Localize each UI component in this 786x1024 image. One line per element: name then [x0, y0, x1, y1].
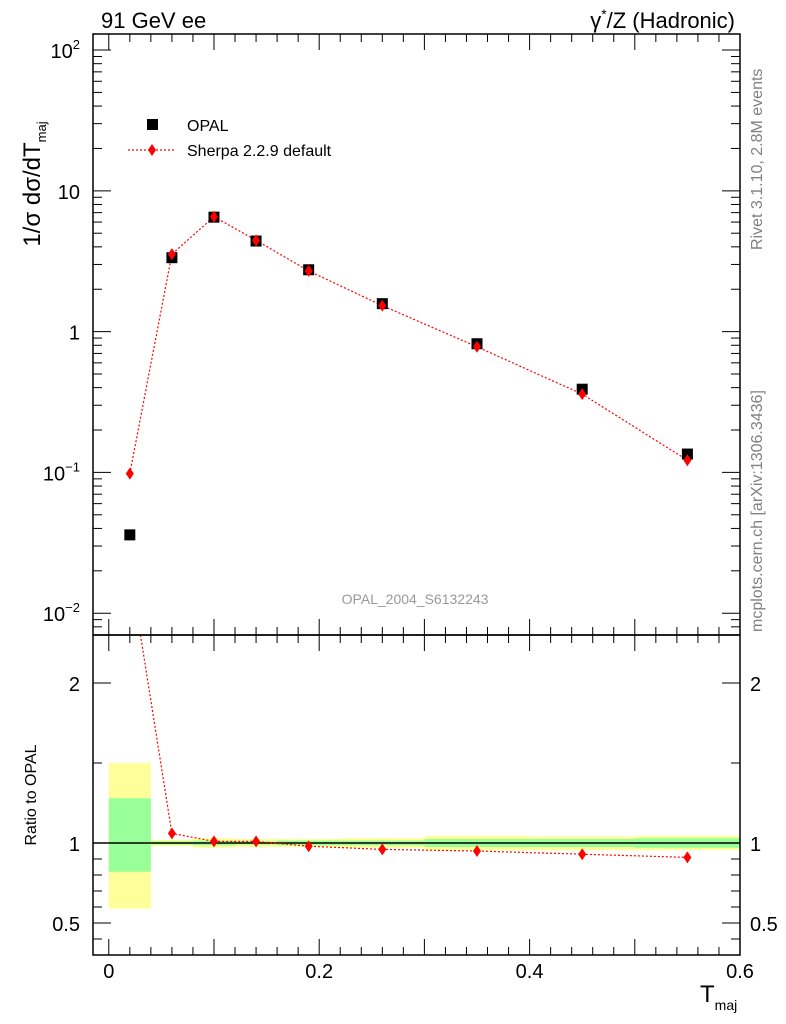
main-y-tick-label: 10−1 — [43, 459, 80, 485]
ratio-sherpa-line — [139, 635, 688, 858]
ratio-sherpa-point — [378, 843, 387, 856]
main-y-tick-label: 10 — [58, 182, 80, 204]
legend-marker-opal — [147, 119, 158, 130]
rivet-version-label: Rivet 3.1.10, 2.8M events — [749, 69, 766, 250]
legend-label-sherpa: Sherpa 2.2.9 default — [187, 143, 332, 160]
analysis-label: OPAL_2004_S6132243 — [342, 591, 489, 607]
ratio-y-tick-label: 2 — [69, 674, 80, 696]
x-tick-label: 0.6 — [726, 961, 754, 983]
opal-point — [124, 529, 136, 541]
sherpa-line — [129, 215, 688, 474]
ratio-sherpa-point — [252, 835, 261, 848]
header-left: 91 GeV ee — [101, 8, 206, 33]
ratio-sherpa-point — [304, 840, 313, 853]
ratio-y-axis-label: Ratio to OPAL — [23, 744, 40, 845]
header-right: γ*/Z (Hadronic) — [590, 6, 735, 33]
sherpa-point — [683, 454, 692, 467]
x-tick-label: 0 — [103, 961, 114, 983]
main-y-tick-label: 1 — [69, 323, 80, 345]
opal-point — [681, 448, 693, 460]
ratio-sherpa-point — [472, 845, 481, 857]
sherpa-point — [125, 467, 134, 480]
ratio-y-tick-label-right: 2 — [750, 674, 761, 696]
ratio-y-tick-label: 0.5 — [52, 914, 80, 936]
ratio-panel: 0.5 0.5 1 1 2 2 0 0.2 0.4 0.6 Ratio to OPAL — [23, 562, 778, 983]
ratio-frame — [92, 634, 741, 956]
sherpa-point — [252, 234, 261, 247]
ratio-y-tick-label-right: 0.5 — [750, 914, 778, 936]
sherpa-point — [209, 210, 218, 223]
ratio-sherpa-point — [209, 835, 218, 848]
sherpa-point — [578, 388, 587, 401]
main-y-axis-label: 1/σ dσ/dTmaj — [19, 121, 49, 246]
sherpa-point — [378, 299, 387, 312]
ratio-sherpa-point — [578, 848, 587, 861]
ratio-sherpa-point — [683, 851, 692, 864]
legend: OPAL Sherpa 2.2.9 default — [128, 118, 332, 160]
ratio-y-tick-label-right: 1 — [750, 834, 761, 856]
ratio-sherpa-point — [167, 827, 176, 840]
ratio-sherpa-point — [126, 562, 134, 574]
ratio-y-tick-label: 1 — [69, 834, 80, 856]
main-y-tick-label: 102 — [51, 37, 80, 63]
main-panel: 10−2 10−1 1 10 102 OPAL_2004_S6132243 1/σ dσ… — [19, 33, 741, 636]
main-y-tick-label: 10−2 — [43, 600, 80, 626]
x-tick-label: 0.4 — [516, 961, 544, 983]
sherpa-point — [472, 340, 481, 353]
sherpa-point — [304, 264, 313, 277]
ratio-band-inner — [108, 798, 151, 872]
sherpa-point — [167, 248, 176, 261]
mcplots-label: mcplots.cern.ch [arXiv:1306.3436] — [749, 390, 766, 632]
x-tick-label: 0.2 — [305, 961, 333, 983]
x-axis-label: Tmaj — [700, 981, 737, 1013]
legend-label-opal: OPAL — [187, 118, 229, 135]
legend-marker-sherpa — [148, 144, 156, 156]
